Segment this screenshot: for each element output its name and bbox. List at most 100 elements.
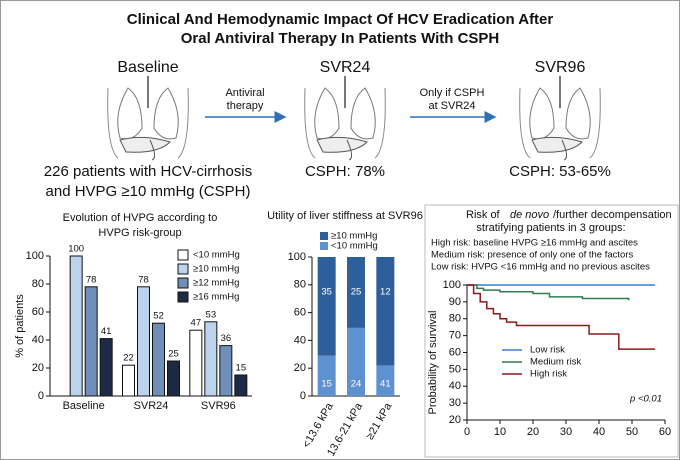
bar xyxy=(234,374,248,397)
arrow-label: Only if CSPH xyxy=(420,87,485,99)
value-label: 52 xyxy=(153,311,164,322)
bar xyxy=(84,286,98,397)
note: High risk: baseline HVPG ≥16 mmHg and as… xyxy=(431,238,638,249)
y-tick-label: 0 xyxy=(38,390,44,402)
bar-segment xyxy=(347,327,365,396)
y-tick-label: 0 xyxy=(300,390,306,402)
y-tick-label: 80 xyxy=(449,313,461,325)
y-tick-label: 100 xyxy=(26,250,44,262)
count-label: 25 xyxy=(351,287,362,298)
value-label: 36 xyxy=(221,333,232,344)
chart-title: stratifying patients in 3 groups: xyxy=(476,222,625,234)
legend-label: Medium risk xyxy=(530,357,581,368)
value-label: 53 xyxy=(206,309,217,320)
chart-title: /further decompensation xyxy=(553,209,672,221)
x-tick-label: SVR24 xyxy=(134,400,169,412)
survival-line xyxy=(467,284,630,301)
arrow-label: Antiviral xyxy=(225,87,264,99)
x-tick-label: ≥21 kPa xyxy=(364,400,395,442)
y-tick-label: 80 xyxy=(32,278,44,290)
bar xyxy=(122,364,135,397)
y-tick-label: 100 xyxy=(288,251,306,263)
legend-label: ≥10 mmHg xyxy=(193,264,239,275)
y-tick-label: 20 xyxy=(449,414,461,426)
x-tick-label: 60 xyxy=(659,426,671,438)
note: Low risk: HVPG <16 mmHg and no previous … xyxy=(431,262,650,273)
y-tick-label: 80 xyxy=(294,279,306,291)
stage-label: SVR96 xyxy=(535,59,586,76)
bar xyxy=(219,345,233,397)
x-tick-label: 10 xyxy=(494,426,506,438)
y-tick-label: 40 xyxy=(449,380,461,392)
bar xyxy=(137,286,150,397)
y-tick-label: 60 xyxy=(32,306,44,318)
bar xyxy=(99,338,113,397)
y-tick-label: 50 xyxy=(449,363,461,375)
bar-segment xyxy=(376,365,395,396)
outcome: and HVPG ≥10 mmHg (CSPH) xyxy=(46,183,251,200)
value-label: 22 xyxy=(123,353,134,364)
y-tick-label: 90 xyxy=(449,296,461,308)
bar-segment xyxy=(317,257,336,356)
x-tick-label: 0 xyxy=(464,426,470,438)
y-axis-label: % of patients xyxy=(14,294,26,358)
legend-label: ≥10 mmHg xyxy=(331,231,377,242)
x-tick-label: Baseline xyxy=(63,400,105,412)
legend-swatch xyxy=(177,277,189,289)
x-tick-label: SVR96 xyxy=(201,400,236,412)
count-label: 35 xyxy=(321,287,332,298)
x-tick-label: 20 xyxy=(527,426,539,438)
outcome: 226 patients with HCV-cirrhosis xyxy=(44,163,252,180)
title: Oral Antiviral Therapy In Patients With … xyxy=(181,30,500,47)
legend-swatch xyxy=(177,249,189,261)
panel-frame xyxy=(424,204,679,458)
value-label: 100 xyxy=(68,244,84,255)
bar xyxy=(204,321,218,397)
count-label: 15 xyxy=(321,379,332,390)
survival-line xyxy=(467,284,656,350)
y-tick-label: 20 xyxy=(294,362,306,374)
chart-title: Utility of liver stiffness at SVR96 xyxy=(267,210,423,222)
stage-label: Baseline xyxy=(117,59,178,76)
value-label: 78 xyxy=(86,274,97,285)
legend-label: <10 mmHg xyxy=(331,241,378,252)
legend-swatch xyxy=(320,242,328,250)
note: Medium risk: presence of only one of the… xyxy=(431,250,633,261)
y-tick-label: 20 xyxy=(32,362,44,374)
illustrations xyxy=(106,75,602,161)
value-label: 25 xyxy=(168,349,179,360)
chart-title: de novo xyxy=(510,209,549,221)
legend-label: High risk xyxy=(530,369,567,380)
legend-label: <10 mmHg xyxy=(193,250,240,261)
count-label: 12 xyxy=(380,287,391,298)
stage-label: SVR24 xyxy=(320,59,371,76)
y-tick-label: 70 xyxy=(449,330,461,342)
chart-title: Evolution of HVPG according to xyxy=(63,212,218,224)
x-tick-label: 50 xyxy=(626,426,638,438)
bar xyxy=(152,322,165,397)
chart-title: HVPG risk-group xyxy=(98,227,181,239)
bar xyxy=(167,360,180,397)
y-tick-label: 60 xyxy=(449,346,461,358)
bar-segment xyxy=(317,355,336,396)
outcome: CSPH: 53-65% xyxy=(509,163,611,180)
arrow-label: therapy xyxy=(227,100,264,112)
x-tick-label: 40 xyxy=(593,426,605,438)
value-label: 41 xyxy=(101,326,112,337)
x-tick-label: 30 xyxy=(560,426,572,438)
value-label: 47 xyxy=(191,318,202,329)
bar xyxy=(69,255,83,397)
outcome: CSPH: 78% xyxy=(305,163,385,180)
y-tick-label: 40 xyxy=(32,334,44,346)
legend-label: ≥16 mmHg xyxy=(193,292,239,303)
legend-label: ≥12 mmHg xyxy=(193,278,239,289)
y-tick-label: 100 xyxy=(443,279,461,291)
bar-segment xyxy=(376,257,395,366)
y-axis-label: Probability of survival xyxy=(427,311,439,415)
annotation: p <0.01 xyxy=(629,394,662,405)
legend-swatch xyxy=(177,263,189,275)
arrow-label: at SVR24 xyxy=(428,100,475,112)
bar xyxy=(189,329,203,397)
bar-segment xyxy=(347,257,365,328)
